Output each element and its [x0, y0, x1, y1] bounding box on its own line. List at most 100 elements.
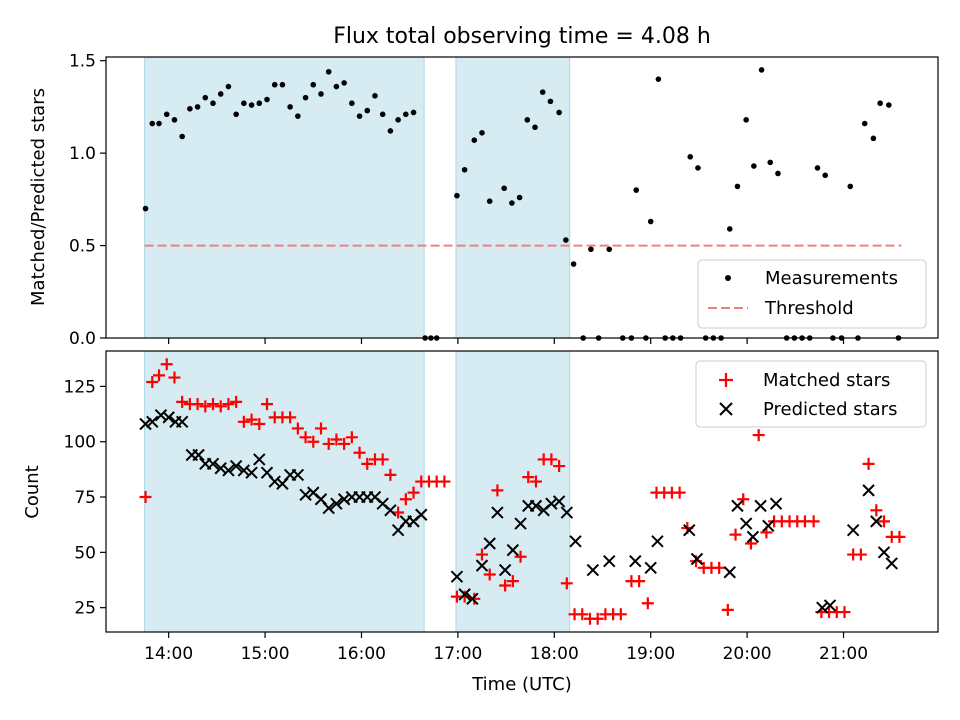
matched-star-point [299, 431, 312, 444]
measurement-point [655, 76, 662, 82]
matched-star-point [322, 437, 335, 450]
matched-star-point [591, 612, 604, 625]
matched-star-point [399, 493, 412, 506]
legend-measurements-marker [725, 275, 731, 281]
matched-star-point [499, 579, 512, 592]
predicted-star-point [162, 411, 175, 424]
legend-measurements-label: Measurements [765, 268, 898, 289]
x-tick-label: 21:00 [819, 644, 868, 664]
x-tick-label: 15:00 [241, 644, 290, 664]
matched-star-point [168, 371, 181, 384]
predicted-star-point [644, 561, 657, 575]
measurement-point [570, 261, 577, 267]
measurement-point [187, 105, 193, 112]
y-tick-label: 25 [74, 599, 96, 619]
top-y-ticks: 0.0 0.5 1.0 1.5 [69, 52, 106, 349]
matched-star-point [253, 418, 266, 431]
matched-star-point [214, 400, 227, 413]
matched-star-point [633, 575, 646, 588]
top-plot-frame [105, 56, 939, 339]
predicted-star-point [545, 497, 558, 510]
measurement-point [647, 218, 654, 225]
matched-star-point [862, 457, 875, 470]
y-tick-label: 1.5 [69, 52, 96, 72]
predicted-star-point [498, 563, 512, 577]
predicted-star-point [870, 515, 883, 528]
measurement-point [767, 159, 774, 166]
predicted-star-point [192, 448, 205, 462]
matched-star-point [199, 400, 212, 413]
x-tick-label: 14:00 [144, 644, 193, 664]
matched-star-point [291, 422, 304, 435]
measurement-point [822, 172, 829, 179]
matched-star-point [673, 486, 686, 499]
predicted-star-point [762, 519, 775, 533]
predicted-star-point [885, 557, 898, 570]
predicted-star-points [139, 408, 898, 614]
matched-star-point [376, 453, 389, 466]
measurement-point [379, 111, 386, 118]
measurement-point [163, 111, 170, 118]
measurement-point [877, 100, 883, 107]
matched-star-point [752, 429, 765, 442]
measurement-point [410, 109, 417, 116]
top-x-ticks [168, 338, 845, 344]
predicted-star-point [330, 497, 343, 510]
predicted-star-point [245, 466, 258, 479]
measurement-point [758, 67, 765, 73]
measurement-point [372, 93, 378, 99]
measurement-point [454, 192, 460, 199]
measurement-point [279, 81, 286, 88]
predicted-star-point [253, 453, 266, 466]
bottom-y-axis-label: Count [22, 465, 43, 518]
y-tick-label: 100 [64, 433, 96, 453]
x-tick-label: 17:00 [433, 644, 482, 664]
measurement-point [547, 98, 554, 105]
matched-star-point [560, 577, 573, 590]
top-panel: 0.0 0.5 1.0 1.5 Matched/Predicted stars Mea… [28, 52, 939, 349]
measurement-point [387, 128, 394, 134]
matched-star-point [160, 358, 173, 371]
measurement-point [233, 111, 239, 118]
measurement-point [225, 83, 232, 90]
measurement-point [171, 117, 178, 123]
predicted-star-point [529, 499, 543, 513]
predicted-star-point [586, 563, 600, 577]
predicted-star-point [175, 415, 189, 429]
matched-star-point [870, 504, 883, 517]
predicted-star-point [862, 484, 875, 497]
shaded-interval [455, 350, 571, 633]
matched-star-point [721, 603, 734, 616]
measurement-point [295, 113, 301, 119]
legend-matched-label: Matched stars [763, 370, 890, 391]
predicted-star-point [466, 592, 479, 606]
y-tick-label: 0.0 [69, 329, 96, 349]
bottom-legend: Matched stars Predicted stars [695, 360, 927, 428]
predicted-star-point [458, 588, 471, 601]
x-axis-label: Time (UTC) [471, 674, 572, 695]
measurement-point [395, 117, 401, 123]
matched-star-point [576, 608, 589, 621]
matched-star-point [729, 528, 742, 541]
top-legend-box [697, 259, 927, 329]
measurement-point [241, 100, 247, 107]
matched-star-point [361, 457, 374, 470]
predicted-star-point [415, 508, 428, 521]
predicted-star-point [384, 504, 397, 517]
shaded-interval [455, 56, 571, 339]
matched-star-point [838, 606, 851, 619]
matched-star-point [854, 548, 867, 561]
matched-star-point [407, 486, 420, 499]
predicted-star-point [552, 495, 566, 508]
x-tick-label: 19:00 [626, 644, 675, 664]
predicted-star-point [222, 464, 235, 477]
y-tick-label: 1.0 [69, 144, 96, 164]
measurement-point [847, 183, 854, 190]
matched-star-point [438, 475, 451, 488]
measurement-point [556, 109, 562, 116]
shaded-interval [144, 350, 425, 633]
matched-star-point [522, 471, 535, 484]
predicted-star-point [514, 517, 527, 530]
predicted-star-point [154, 408, 168, 422]
